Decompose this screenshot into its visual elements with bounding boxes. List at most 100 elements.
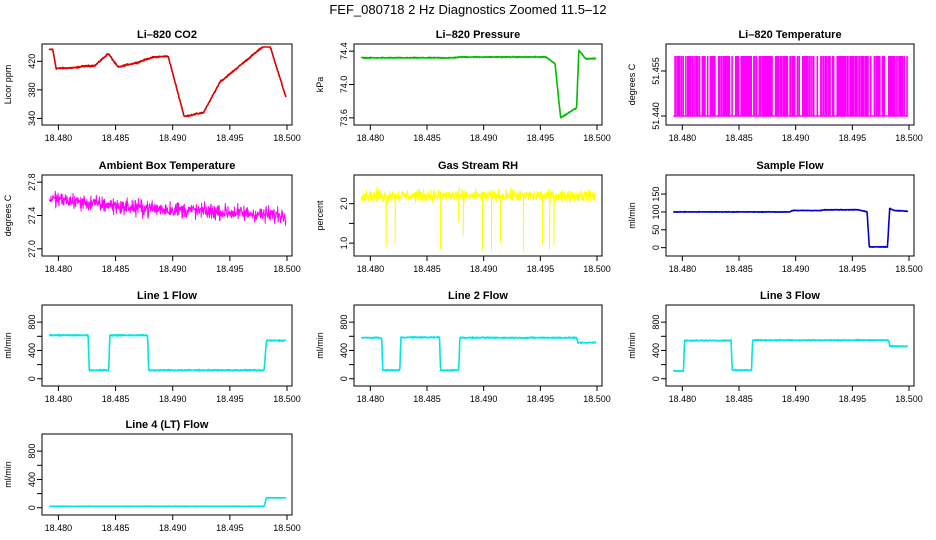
x-tick-label: 18.500	[895, 133, 923, 143]
panel-9: Line 3 Flow 18.480 18.485 18.490 18.495 18.50…	[627, 290, 923, 404]
x-tick-label: 18.485	[102, 133, 130, 143]
x-tick-label: 18.480	[45, 264, 73, 274]
panel-4: Ambient Box Temperature 18.480 18.485 18.49…	[3, 160, 301, 274]
panel-title: Li–820 Pressure	[436, 29, 520, 41]
x-tick-label: 18.500	[583, 264, 611, 274]
plot-frame	[353, 43, 603, 126]
x-tick-label: 18.490	[470, 394, 498, 404]
y-axis-label: ml/min	[315, 332, 325, 359]
x-tick-label: 18.500	[273, 523, 301, 533]
y-tick-label: 400	[651, 343, 661, 358]
series-line	[48, 190, 287, 226]
panel-3: Li–820 Temperature 18.480 18.485 18.490 18.4…	[627, 29, 923, 143]
main-title: FEF_080718 2 Hz Diagnostics Zoomed 11.5–…	[329, 2, 607, 17]
y-tick-label: 800	[651, 315, 661, 330]
y-axis-label: kPa	[315, 77, 325, 93]
x-tick-label: 18.490	[470, 264, 498, 274]
y-tick-label: 340	[27, 111, 37, 126]
y-tick-label: 0	[339, 376, 349, 381]
y-tick-label: 1.0	[339, 237, 349, 250]
y-tick-label: 0	[651, 376, 661, 381]
panel-title: Ambient Box Temperature	[99, 160, 236, 172]
panel-title: Line 2 Flow	[448, 290, 508, 302]
x-tick-label: 18.500	[273, 133, 301, 143]
series-line	[360, 335, 597, 372]
x-tick-label: 18.485	[725, 394, 753, 404]
y-tick-label: 150	[651, 187, 661, 202]
x-tick-label: 18.495	[216, 264, 244, 274]
x-tick-label: 18.500	[273, 394, 301, 404]
y-tick-label: 800	[27, 315, 37, 330]
y-tick-label: 100	[651, 204, 661, 219]
x-tick-label: 18.490	[159, 264, 187, 274]
y-tick-label: 800	[339, 315, 349, 330]
x-tick-label: 18.480	[357, 133, 385, 143]
x-tick-label: 18.495	[527, 394, 555, 404]
series-line	[672, 207, 909, 248]
y-tick-label: 74.4	[339, 42, 349, 60]
x-tick-label: 18.490	[782, 133, 810, 143]
y-tick-label: 73.6	[339, 109, 349, 127]
x-tick-label: 18.500	[583, 394, 611, 404]
x-tick-label: 18.500	[273, 264, 301, 274]
y-axis-label: ml/min	[627, 332, 637, 359]
x-tick-label: 18.490	[159, 523, 187, 533]
x-tick-label: 18.480	[45, 394, 73, 404]
x-tick-label: 18.495	[527, 264, 555, 274]
y-tick-label: 27.4	[27, 207, 37, 225]
y-tick-label: 800	[27, 444, 37, 459]
x-tick-label: 18.495	[839, 264, 867, 274]
panel-1: Li–820 CO2 18.480 18.485 18.490 18.495 18.500…	[3, 29, 301, 143]
series-line	[48, 333, 287, 372]
y-tick-label: 50	[651, 225, 661, 235]
y-axis-label: ml/min	[3, 461, 13, 488]
panel-2: Li–820 Pressure 18.480 18.485 18.490 18.495 1…	[315, 29, 611, 143]
x-tick-label: 18.480	[669, 133, 697, 143]
y-axis-label: degrees C	[3, 194, 13, 236]
plot-frame	[665, 43, 915, 126]
plot-frame	[41, 43, 293, 126]
panel-10: Line 4 (LT) Flow 18.480 18.485 18.490 18.495…	[3, 419, 301, 533]
y-tick-label: 74.0	[339, 76, 349, 94]
x-tick-label: 18.495	[216, 523, 244, 533]
panel-title: Line 3 Flow	[760, 290, 820, 302]
x-tick-label: 18.480	[357, 394, 385, 404]
x-tick-label: 18.490	[159, 394, 187, 404]
panel-title: Sample Flow	[756, 160, 824, 172]
x-tick-label: 18.485	[102, 264, 130, 274]
y-axis-label: Licor ppm	[3, 65, 13, 105]
y-tick-label: 51.440	[651, 102, 661, 130]
y-axis-label: ml/min	[627, 202, 637, 229]
y-tick-label: 0	[27, 505, 37, 510]
x-tick-label: 18.485	[413, 264, 441, 274]
y-tick-label: 420	[27, 54, 37, 69]
y-tick-label: 2.0	[339, 197, 349, 210]
x-tick-label: 18.500	[895, 264, 923, 274]
panel-6: Sample Flow 18.480 18.485 18.490 18.495 18.50…	[627, 160, 923, 274]
x-tick-label: 18.485	[725, 264, 753, 274]
x-tick-label: 18.495	[839, 133, 867, 143]
x-tick-label: 18.485	[725, 133, 753, 143]
y-tick-label: 51.455	[651, 57, 661, 85]
x-tick-label: 18.480	[45, 523, 73, 533]
x-tick-label: 18.485	[413, 133, 441, 143]
series-line	[360, 49, 597, 119]
x-tick-label: 18.480	[669, 264, 697, 274]
plot-frame	[41, 304, 293, 387]
y-tick-label: 0	[651, 245, 661, 250]
y-tick-label: 400	[339, 343, 349, 358]
series-line	[360, 187, 597, 252]
x-tick-label: 18.485	[102, 523, 130, 533]
x-tick-label: 18.480	[669, 394, 697, 404]
panel-title: Li–820 CO2	[137, 29, 197, 41]
x-tick-label: 18.490	[159, 133, 187, 143]
y-tick-label: 27.8	[27, 173, 37, 191]
x-tick-label: 18.490	[782, 264, 810, 274]
y-tick-label: 0	[27, 376, 37, 381]
panel-7: Line 1 Flow 18.480 18.485 18.490 18.495 18.50…	[3, 290, 301, 404]
x-tick-label: 18.485	[413, 394, 441, 404]
x-tick-label: 18.490	[782, 394, 810, 404]
panel-title: Li–820 Temperature	[738, 29, 841, 41]
x-tick-label: 18.500	[895, 394, 923, 404]
